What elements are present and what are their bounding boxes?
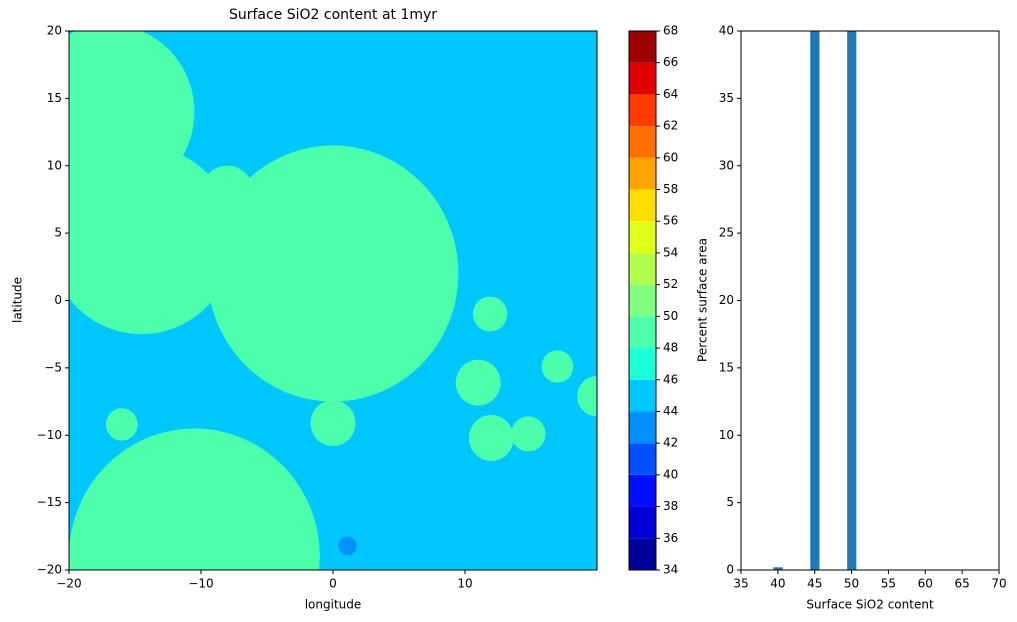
- x-axis-label: Surface SiO2 content: [806, 598, 934, 612]
- y-tick-label: −15: [37, 495, 62, 509]
- y-tick-label: 35: [719, 91, 734, 105]
- colorbar-band: [629, 443, 656, 475]
- colorbar-tick-label: 60: [663, 150, 678, 164]
- axes-frame: [740, 30, 1000, 571]
- y-tick-label: 10: [719, 428, 734, 442]
- y-tick-label: −10: [37, 428, 62, 442]
- colorbar-tick-label: 34: [663, 563, 678, 577]
- axes-frame: [68, 30, 598, 571]
- y-tick-label: 15: [719, 360, 734, 374]
- colorbar-tick-label: 36: [663, 531, 678, 545]
- y-axis-label: latitude: [11, 277, 25, 323]
- colorbar-band: [629, 348, 656, 380]
- x-tick-label: −20: [56, 577, 81, 591]
- colorbar-tick-label: 56: [663, 214, 678, 228]
- colorbar-tick-label: 42: [663, 436, 678, 450]
- x-tick-label: 0: [329, 577, 337, 591]
- histogram-bar: [847, 31, 857, 570]
- y-tick-label: 30: [719, 158, 734, 172]
- colorbar-tick-label: 52: [663, 277, 678, 291]
- colorbar-tick-label: 48: [663, 341, 678, 355]
- colorbar-tick-label: 54: [663, 245, 678, 259]
- colorbar-band: [629, 221, 656, 253]
- colorbar-tick-label: 38: [663, 499, 678, 513]
- contour-region: [69, 428, 320, 570]
- contour-region: [472, 296, 508, 332]
- colorbar-tick-label: 68: [663, 24, 678, 38]
- colorbar-band: [629, 189, 656, 222]
- colorbar-band: [629, 506, 656, 539]
- colorbar-band: [629, 379, 656, 412]
- contour-region: [69, 145, 234, 335]
- y-tick-label: −20: [37, 563, 62, 577]
- x-tick-label: 60: [918, 577, 933, 591]
- histogram-bar: [773, 567, 783, 570]
- colorbar-band: [629, 284, 656, 317]
- colorbar-band: [629, 157, 656, 190]
- contour-region: [338, 536, 357, 556]
- y-tick-label: 0: [726, 563, 734, 577]
- y-tick-label: 25: [719, 226, 734, 240]
- contour-region: [468, 415, 514, 461]
- y-tick-label: −5: [44, 360, 62, 374]
- x-tick-label: 65: [955, 577, 970, 591]
- x-tick-label: 35: [733, 577, 748, 591]
- y-tick-label: 20: [47, 24, 62, 38]
- y-tick-label: 20: [719, 293, 734, 307]
- colorbar-tick-label: 46: [663, 372, 678, 386]
- contour-region: [541, 350, 574, 383]
- colorbar-band: [629, 316, 656, 349]
- contour-region: [455, 359, 501, 406]
- x-tick-label: 55: [881, 577, 896, 591]
- x-tick-label: 45: [807, 577, 822, 591]
- contour-region: [105, 408, 138, 441]
- colorbar-band: [629, 252, 656, 285]
- x-tick-label: −10: [188, 577, 213, 591]
- colorbar-tick-label: 64: [663, 87, 678, 101]
- colorbar-tick-label: 58: [663, 182, 678, 196]
- colorbar-band: [629, 126, 656, 158]
- colorbar-tick-label: 44: [663, 404, 678, 418]
- colorbar-band: [629, 62, 656, 95]
- y-tick-label: 40: [719, 24, 734, 38]
- histogram-area: [773, 31, 857, 570]
- y-axis-label: Percent surface area: [696, 238, 710, 362]
- x-tick-label: 40: [770, 577, 785, 591]
- colorbar-band: [629, 474, 656, 507]
- colorbar-tick-label: 62: [663, 119, 678, 133]
- contour-region: [577, 375, 597, 417]
- x-tick-label: 10: [457, 577, 472, 591]
- map-area: [69, 31, 597, 570]
- y-tick-label: 5: [54, 226, 62, 240]
- contour-region: [207, 145, 459, 402]
- colorbar-band: [629, 31, 656, 63]
- chart-title: Surface SiO2 content at 1myr: [229, 7, 437, 23]
- x-axis-label: longitude: [305, 598, 362, 612]
- x-tick-label: 50: [844, 577, 859, 591]
- y-tick-label: 10: [47, 158, 62, 172]
- contour-region: [310, 400, 356, 447]
- y-tick-label: 15: [47, 91, 62, 105]
- y-tick-label: 0: [54, 293, 62, 307]
- x-tick-label: 70: [991, 577, 1006, 591]
- colorbar-band: [629, 538, 656, 570]
- histogram-bar: [810, 31, 820, 570]
- colorbar-frame: [628, 30, 657, 571]
- y-tick-label: 5: [726, 495, 734, 509]
- contour-region: [511, 416, 546, 452]
- colorbar-tick-label: 66: [663, 55, 678, 69]
- colorbar-band: [629, 411, 656, 444]
- colorbar-band: [629, 94, 656, 127]
- colorbar-tick-label: 40: [663, 467, 678, 481]
- colorbar-tick-label: 50: [663, 309, 678, 323]
